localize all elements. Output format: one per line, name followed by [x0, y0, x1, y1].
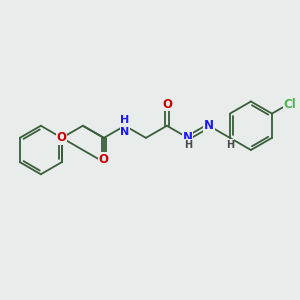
Text: O: O: [57, 131, 67, 144]
Text: O: O: [99, 153, 109, 166]
Text: O: O: [99, 156, 109, 169]
Text: H
N: H N: [120, 115, 130, 136]
Text: H: H: [226, 140, 234, 149]
Text: Cl: Cl: [284, 98, 296, 111]
Text: O: O: [162, 98, 172, 111]
Text: N: N: [183, 131, 193, 144]
Text: N: N: [204, 119, 214, 132]
Text: H: H: [184, 140, 192, 149]
